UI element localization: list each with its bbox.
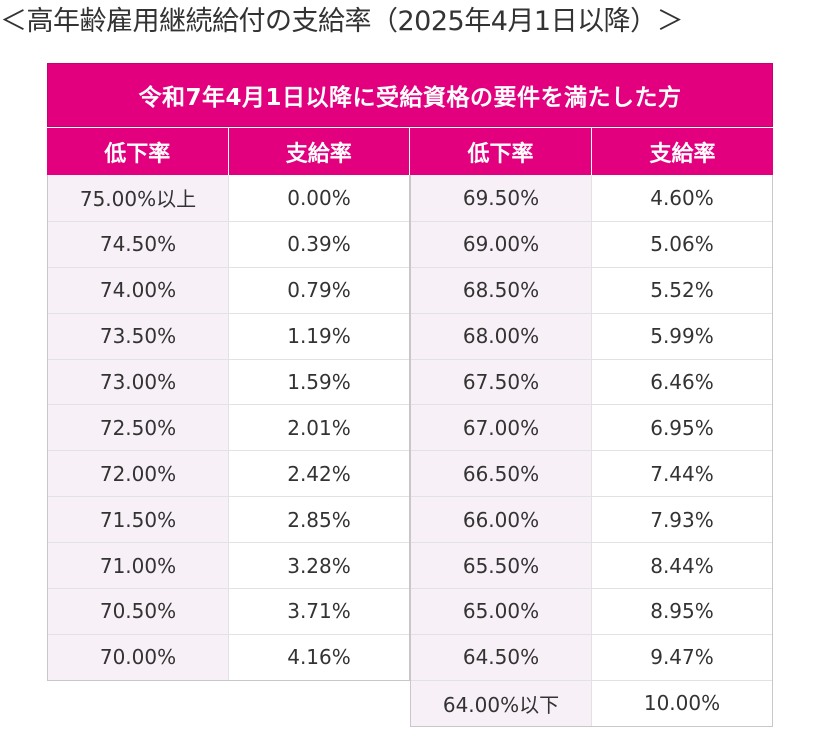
column-header-payment-rate: 支給率	[592, 127, 773, 175]
table-row: 64.00%以下 10.00%	[411, 679, 772, 726]
payment-rate-cell: 5.99%	[592, 313, 772, 359]
payment-rate-cell: 8.95%	[592, 589, 772, 634]
payment-rate-cell: 8.44%	[592, 543, 772, 589]
table-row: 65.00% 8.95%	[411, 588, 772, 634]
page-title: ＜高年齢雇用継続給付の支給率（2025年4月1日以降）＞	[0, 6, 684, 37]
table-row: 64.50% 9.47%	[411, 633, 772, 680]
decline-rate-cell: 66.00%	[411, 497, 592, 543]
decline-rate-cell: 69.50%	[411, 175, 592, 221]
table-row: 69.00% 5.06%	[411, 220, 772, 267]
payment-rate-cell: 4.16%	[229, 634, 409, 680]
decline-rate-cell: 65.00%	[411, 589, 592, 634]
decline-rate-cell: 73.00%	[48, 359, 229, 405]
payment-rate-cell: 7.44%	[592, 451, 772, 497]
payment-rate-cell: 1.19%	[229, 313, 409, 359]
table-row: 68.50% 5.52%	[411, 266, 772, 313]
payment-rate-cell: 2.85%	[229, 497, 409, 543]
table-row: 67.00% 6.95%	[411, 404, 772, 451]
payment-rate-cell: 2.01%	[229, 405, 409, 451]
table-row: 73.00% 1.59%	[48, 358, 409, 405]
decline-rate-cell: 73.50%	[48, 313, 229, 359]
payment-rate-cell: 9.47%	[592, 634, 772, 680]
left-column-group: 低下率 支給率 75.00%以上 0.00% 74.50% 0.39% 74.00% 0.…	[47, 127, 410, 681]
table-row: 66.00% 7.93%	[411, 496, 772, 543]
table-row: 67.50% 6.46%	[411, 358, 772, 405]
left-header-row: 低下率 支給率	[47, 127, 410, 175]
decline-rate-cell: 72.00%	[48, 451, 229, 497]
payment-rate-cell: 1.59%	[229, 359, 409, 405]
left-rows: 75.00%以上 0.00% 74.50% 0.39% 74.00% 0.79% 73.50…	[47, 175, 410, 681]
decline-rate-cell: 66.50%	[411, 451, 592, 497]
payment-rate-cell: 0.79%	[229, 267, 409, 313]
table-row: 65.50% 8.44%	[411, 542, 772, 589]
payment-rate-cell: 10.00%	[592, 680, 772, 726]
payment-rate-cell: 2.42%	[229, 451, 409, 497]
decline-rate-cell: 69.00%	[411, 221, 592, 267]
table-row: 70.50% 3.71%	[48, 588, 409, 634]
decline-rate-cell: 68.50%	[411, 267, 592, 313]
decline-rate-cell: 67.00%	[411, 405, 592, 451]
payment-rate-cell: 0.39%	[229, 221, 409, 267]
payment-rate-cell: 3.71%	[229, 589, 409, 634]
decline-rate-cell: 65.50%	[411, 543, 592, 589]
payment-rate-cell: 0.00%	[229, 175, 409, 221]
table-row: 75.00%以上 0.00%	[48, 175, 409, 221]
decline-rate-cell: 64.00%以下	[411, 680, 592, 726]
decline-rate-cell: 70.50%	[48, 589, 229, 634]
table-row: 74.50% 0.39%	[48, 220, 409, 267]
payment-rate-cell: 5.52%	[592, 267, 772, 313]
column-header-decline-rate: 低下率	[410, 127, 592, 175]
payment-rate-cell: 6.46%	[592, 359, 772, 405]
table-row: 66.50% 7.44%	[411, 450, 772, 497]
right-column-group: 低下率 支給率 69.50% 4.60% 69.00% 5.06% 68.50% 5.52…	[410, 127, 773, 727]
table-row: 72.00% 2.42%	[48, 450, 409, 497]
decline-rate-cell: 72.50%	[48, 405, 229, 451]
payment-rate-cell: 7.93%	[592, 497, 772, 543]
table-row: 74.00% 0.79%	[48, 266, 409, 313]
right-rows: 69.50% 4.60% 69.00% 5.06% 68.50% 5.52% 68.00% 5…	[410, 175, 773, 727]
decline-rate-cell: 71.00%	[48, 543, 229, 589]
payment-rate-cell: 3.28%	[229, 543, 409, 589]
column-header-payment-rate: 支給率	[228, 127, 410, 175]
table-row: 68.00% 5.99%	[411, 312, 772, 359]
column-header-decline-rate: 低下率	[47, 127, 229, 175]
payment-rate-cell: 4.60%	[592, 175, 772, 221]
table-row: 69.50% 4.60%	[411, 175, 772, 221]
decline-rate-cell: 71.50%	[48, 497, 229, 543]
payment-rate-cell: 5.06%	[592, 221, 772, 267]
table-row: 71.00% 3.28%	[48, 542, 409, 589]
table-caption: 令和7年4月1日以降に受給資格の要件を満たした方	[47, 63, 773, 127]
decline-rate-cell: 75.00%以上	[48, 175, 229, 221]
table-row: 70.00% 4.16%	[48, 633, 409, 680]
table-row: 71.50% 2.85%	[48, 496, 409, 543]
decline-rate-cell: 68.00%	[411, 313, 592, 359]
table-row: 72.50% 2.01%	[48, 404, 409, 451]
table-row: 73.50% 1.19%	[48, 312, 409, 359]
decline-rate-cell: 64.50%	[411, 634, 592, 680]
decline-rate-cell: 74.50%	[48, 221, 229, 267]
decline-rate-cell: 67.50%	[411, 359, 592, 405]
decline-rate-cell: 74.00%	[48, 267, 229, 313]
decline-rate-cell: 70.00%	[48, 634, 229, 680]
payment-rate-cell: 6.95%	[592, 405, 772, 451]
right-header-row: 低下率 支給率	[410, 127, 773, 175]
